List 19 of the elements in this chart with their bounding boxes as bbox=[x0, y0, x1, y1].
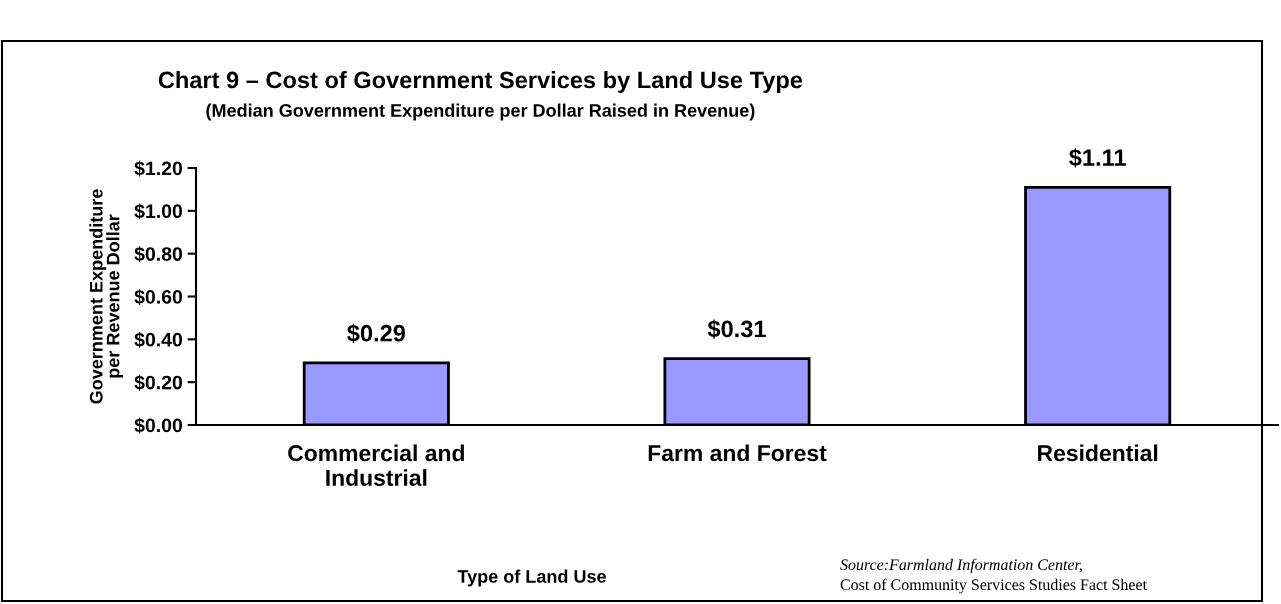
source-note: Source:Farmland Information Center, bbox=[840, 558, 1082, 574]
y-tick-label: $0.00 bbox=[134, 417, 183, 434]
y-tick-label: $0.60 bbox=[134, 289, 183, 305]
y-tick-label: $1.00 bbox=[134, 203, 183, 220]
y-axis-title: Government Expenditure per Revenue Dollar bbox=[89, 189, 124, 404]
data-label: $1.11 bbox=[1069, 148, 1126, 168]
chart-title: Chart 9 – Cost of Government Services by Land Use Type bbox=[158, 71, 803, 93]
y-tick-label: $0.20 bbox=[134, 374, 183, 391]
y-tick-label: $1.20 bbox=[134, 160, 183, 177]
data-label: $0.31 bbox=[707, 319, 766, 339]
x-tick-label: Commercial and Industrial bbox=[288, 444, 464, 486]
x-tick-label: Farm and Forest bbox=[648, 444, 827, 462]
data-label: $0.29 bbox=[347, 323, 405, 344]
text: Cost of Community Services Studies Fact Sheet bbox=[840, 578, 1147, 594]
chart-subtitle: (Median Government Expenditure per Dollar Raised in Revenue) bbox=[206, 103, 755, 121]
x-axis-title: Type of Land Use bbox=[457, 569, 606, 587]
y-tick-label: $0.40 bbox=[134, 331, 183, 348]
x-tick-label: Residential bbox=[1038, 444, 1158, 462]
y-tick-label: $0.80 bbox=[134, 246, 183, 263]
